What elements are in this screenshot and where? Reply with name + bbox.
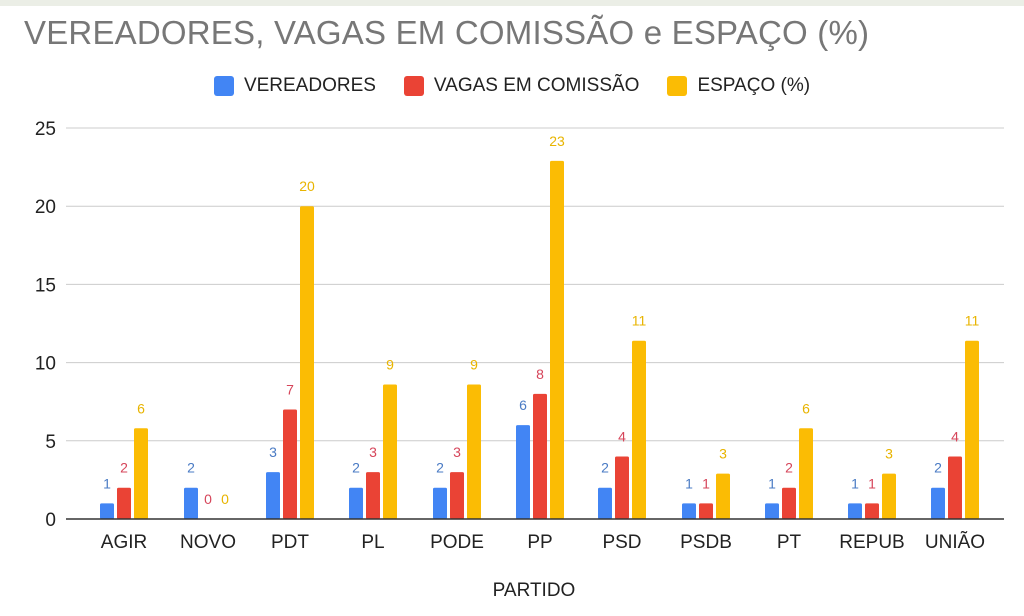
y-tick-label-0: 0 xyxy=(45,510,56,531)
data-label-espa-o-pp: 23 xyxy=(549,133,565,149)
data-label-vereadores-pdt: 3 xyxy=(269,444,277,460)
legend-label-vereadores: VEREADORES xyxy=(243,75,376,96)
chart-title: VEREADORES, VAGAS EM COMISSÃO e ESPAÇO (… xyxy=(24,14,870,51)
bar-vagas-em-comiss-o-união xyxy=(948,456,962,519)
bar-espa-o-união xyxy=(965,340,979,519)
data-label-espa-o-união: 11 xyxy=(965,313,980,329)
bar-vagas-em-comiss-o-agir xyxy=(117,487,131,519)
bar-espa-o-pl xyxy=(383,384,397,519)
bar-vagas-em-comiss-o-psd xyxy=(615,456,629,519)
data-label-vereadores-novo: 2 xyxy=(187,460,195,476)
x-tick-label-novo: NOVO xyxy=(180,532,236,553)
bar-vagas-em-comiss-o-psdb xyxy=(699,503,713,519)
legend-label-espaco: ESPAÇO (%) xyxy=(697,75,811,96)
data-label-vagas-em-comiss-o-pdt: 7 xyxy=(286,382,294,398)
x-tick-label-agir: AGIR xyxy=(101,532,147,553)
data-label-vagas-em-comiss-o-agir: 2 xyxy=(120,460,128,476)
bar-vereadores-pode xyxy=(433,487,447,519)
data-label-vereadores-agir: 1 xyxy=(103,475,111,491)
legend-item-vagas-em-comissao[interactable]: VAGAS EM COMISSÃO xyxy=(403,75,640,97)
bar-vagas-em-comiss-o-pode xyxy=(450,472,464,519)
x-tick-label-união: UNIÃO xyxy=(925,531,985,553)
bar-vereadores-psdb xyxy=(682,503,696,519)
legend-label-vagas-em-comissao: VAGAS EM COMISSÃO xyxy=(433,75,640,96)
bar-vagas-em-comiss-o-pl xyxy=(366,472,380,519)
data-label-vereadores-pt: 1 xyxy=(768,475,776,491)
bar-espa-o-repub xyxy=(882,473,896,519)
data-label-vagas-em-comiss-o-psd: 4 xyxy=(618,428,626,444)
data-label-espa-o-novo: 0 xyxy=(221,491,229,507)
data-label-espa-o-pdt: 20 xyxy=(299,178,315,194)
data-label-vereadores-psdb: 1 xyxy=(685,475,693,491)
legend-swatch-espaco xyxy=(667,76,688,96)
bar-espa-o-pode xyxy=(467,384,481,519)
bar-vereadores-repub xyxy=(848,503,862,519)
bar-vagas-em-comiss-o-pp xyxy=(533,393,547,519)
data-label-vagas-em-comiss-o-repub: 1 xyxy=(868,475,876,491)
data-label-vereadores-pp: 6 xyxy=(519,397,527,413)
y-tick-label-25: 25 xyxy=(35,119,56,140)
bar-vagas-em-comiss-o-pt xyxy=(782,487,796,519)
data-label-vagas-em-comiss-o-pode: 3 xyxy=(453,444,461,460)
data-label-espa-o-agir: 6 xyxy=(137,400,145,416)
bar-vereadores-pt xyxy=(765,503,779,519)
legend: VEREADORES VAGAS EM COMISSÃO ESPAÇO (%) xyxy=(0,72,1024,100)
bar-espa-o-pp xyxy=(550,160,564,519)
x-tick-label-pt: PT xyxy=(777,532,802,553)
bar-espa-o-pdt xyxy=(300,206,314,519)
legend-item-vereadores[interactable]: VEREADORES xyxy=(213,75,376,97)
data-label-espa-o-repub: 3 xyxy=(885,446,893,462)
bar-vereadores-agir xyxy=(100,503,114,519)
legend-swatch-vereadores xyxy=(213,76,234,96)
x-axis-title: PARTIDO xyxy=(492,580,576,601)
data-label-vereadores-união: 2 xyxy=(934,460,942,476)
legend-swatch-vagas-em-comissao xyxy=(403,76,424,96)
x-tick-label-pode: PODE xyxy=(430,532,484,553)
bar-espa-o-psd xyxy=(632,340,646,519)
x-tick-label-psdb: PSDB xyxy=(680,532,732,553)
x-tick-label-psd: PSD xyxy=(602,532,641,553)
bar-vereadores-pdt xyxy=(266,472,280,519)
data-label-vagas-em-comiss-o-pp: 8 xyxy=(536,366,544,382)
bar-vereadores-psd xyxy=(598,487,612,519)
bar-vereadores-união xyxy=(931,487,945,519)
data-label-vagas-em-comiss-o-psdb: 1 xyxy=(702,475,710,491)
data-label-espa-o-pl: 9 xyxy=(386,356,394,372)
bar-espa-o-agir xyxy=(134,428,148,519)
bar-vereadores-pp xyxy=(516,425,530,519)
x-tick-label-pl: PL xyxy=(361,532,384,553)
data-label-espa-o-psdb: 3 xyxy=(719,446,727,462)
data-label-vagas-em-comiss-o-pt: 2 xyxy=(785,460,793,476)
y-tick-label-10: 10 xyxy=(35,354,56,375)
data-label-vagas-em-comiss-o-novo: 0 xyxy=(204,491,212,507)
data-label-vagas-em-comiss-o-pl: 3 xyxy=(369,444,377,460)
bar-espa-o-psdb xyxy=(716,473,730,519)
data-label-vereadores-psd: 2 xyxy=(601,460,609,476)
x-tick-label-pp: PP xyxy=(527,532,552,553)
data-label-vereadores-pl: 2 xyxy=(352,460,360,476)
top-strip xyxy=(0,0,1024,6)
y-tick-label-20: 20 xyxy=(35,197,56,218)
data-label-espa-o-pode: 9 xyxy=(470,356,478,372)
bar-vereadores-novo xyxy=(184,487,198,519)
data-label-espa-o-pt: 6 xyxy=(802,400,810,416)
data-label-vereadores-repub: 1 xyxy=(851,475,859,491)
bar-vagas-em-comiss-o-repub xyxy=(865,503,879,519)
y-tick-label-5: 5 xyxy=(45,432,56,453)
x-tick-label-pdt: PDT xyxy=(271,532,309,553)
bar-espa-o-pt xyxy=(799,428,813,519)
bar-vagas-em-comiss-o-pdt xyxy=(283,409,297,519)
y-tick-label-15: 15 xyxy=(35,275,56,296)
data-label-vereadores-pode: 2 xyxy=(436,460,444,476)
legend-item-espaco[interactable]: ESPAÇO (%) xyxy=(667,75,810,97)
data-label-vagas-em-comiss-o-união: 4 xyxy=(951,428,959,444)
x-tick-label-repub: REPUB xyxy=(839,532,904,553)
data-label-espa-o-psd: 11 xyxy=(632,313,647,329)
bar-vereadores-pl xyxy=(349,487,363,519)
